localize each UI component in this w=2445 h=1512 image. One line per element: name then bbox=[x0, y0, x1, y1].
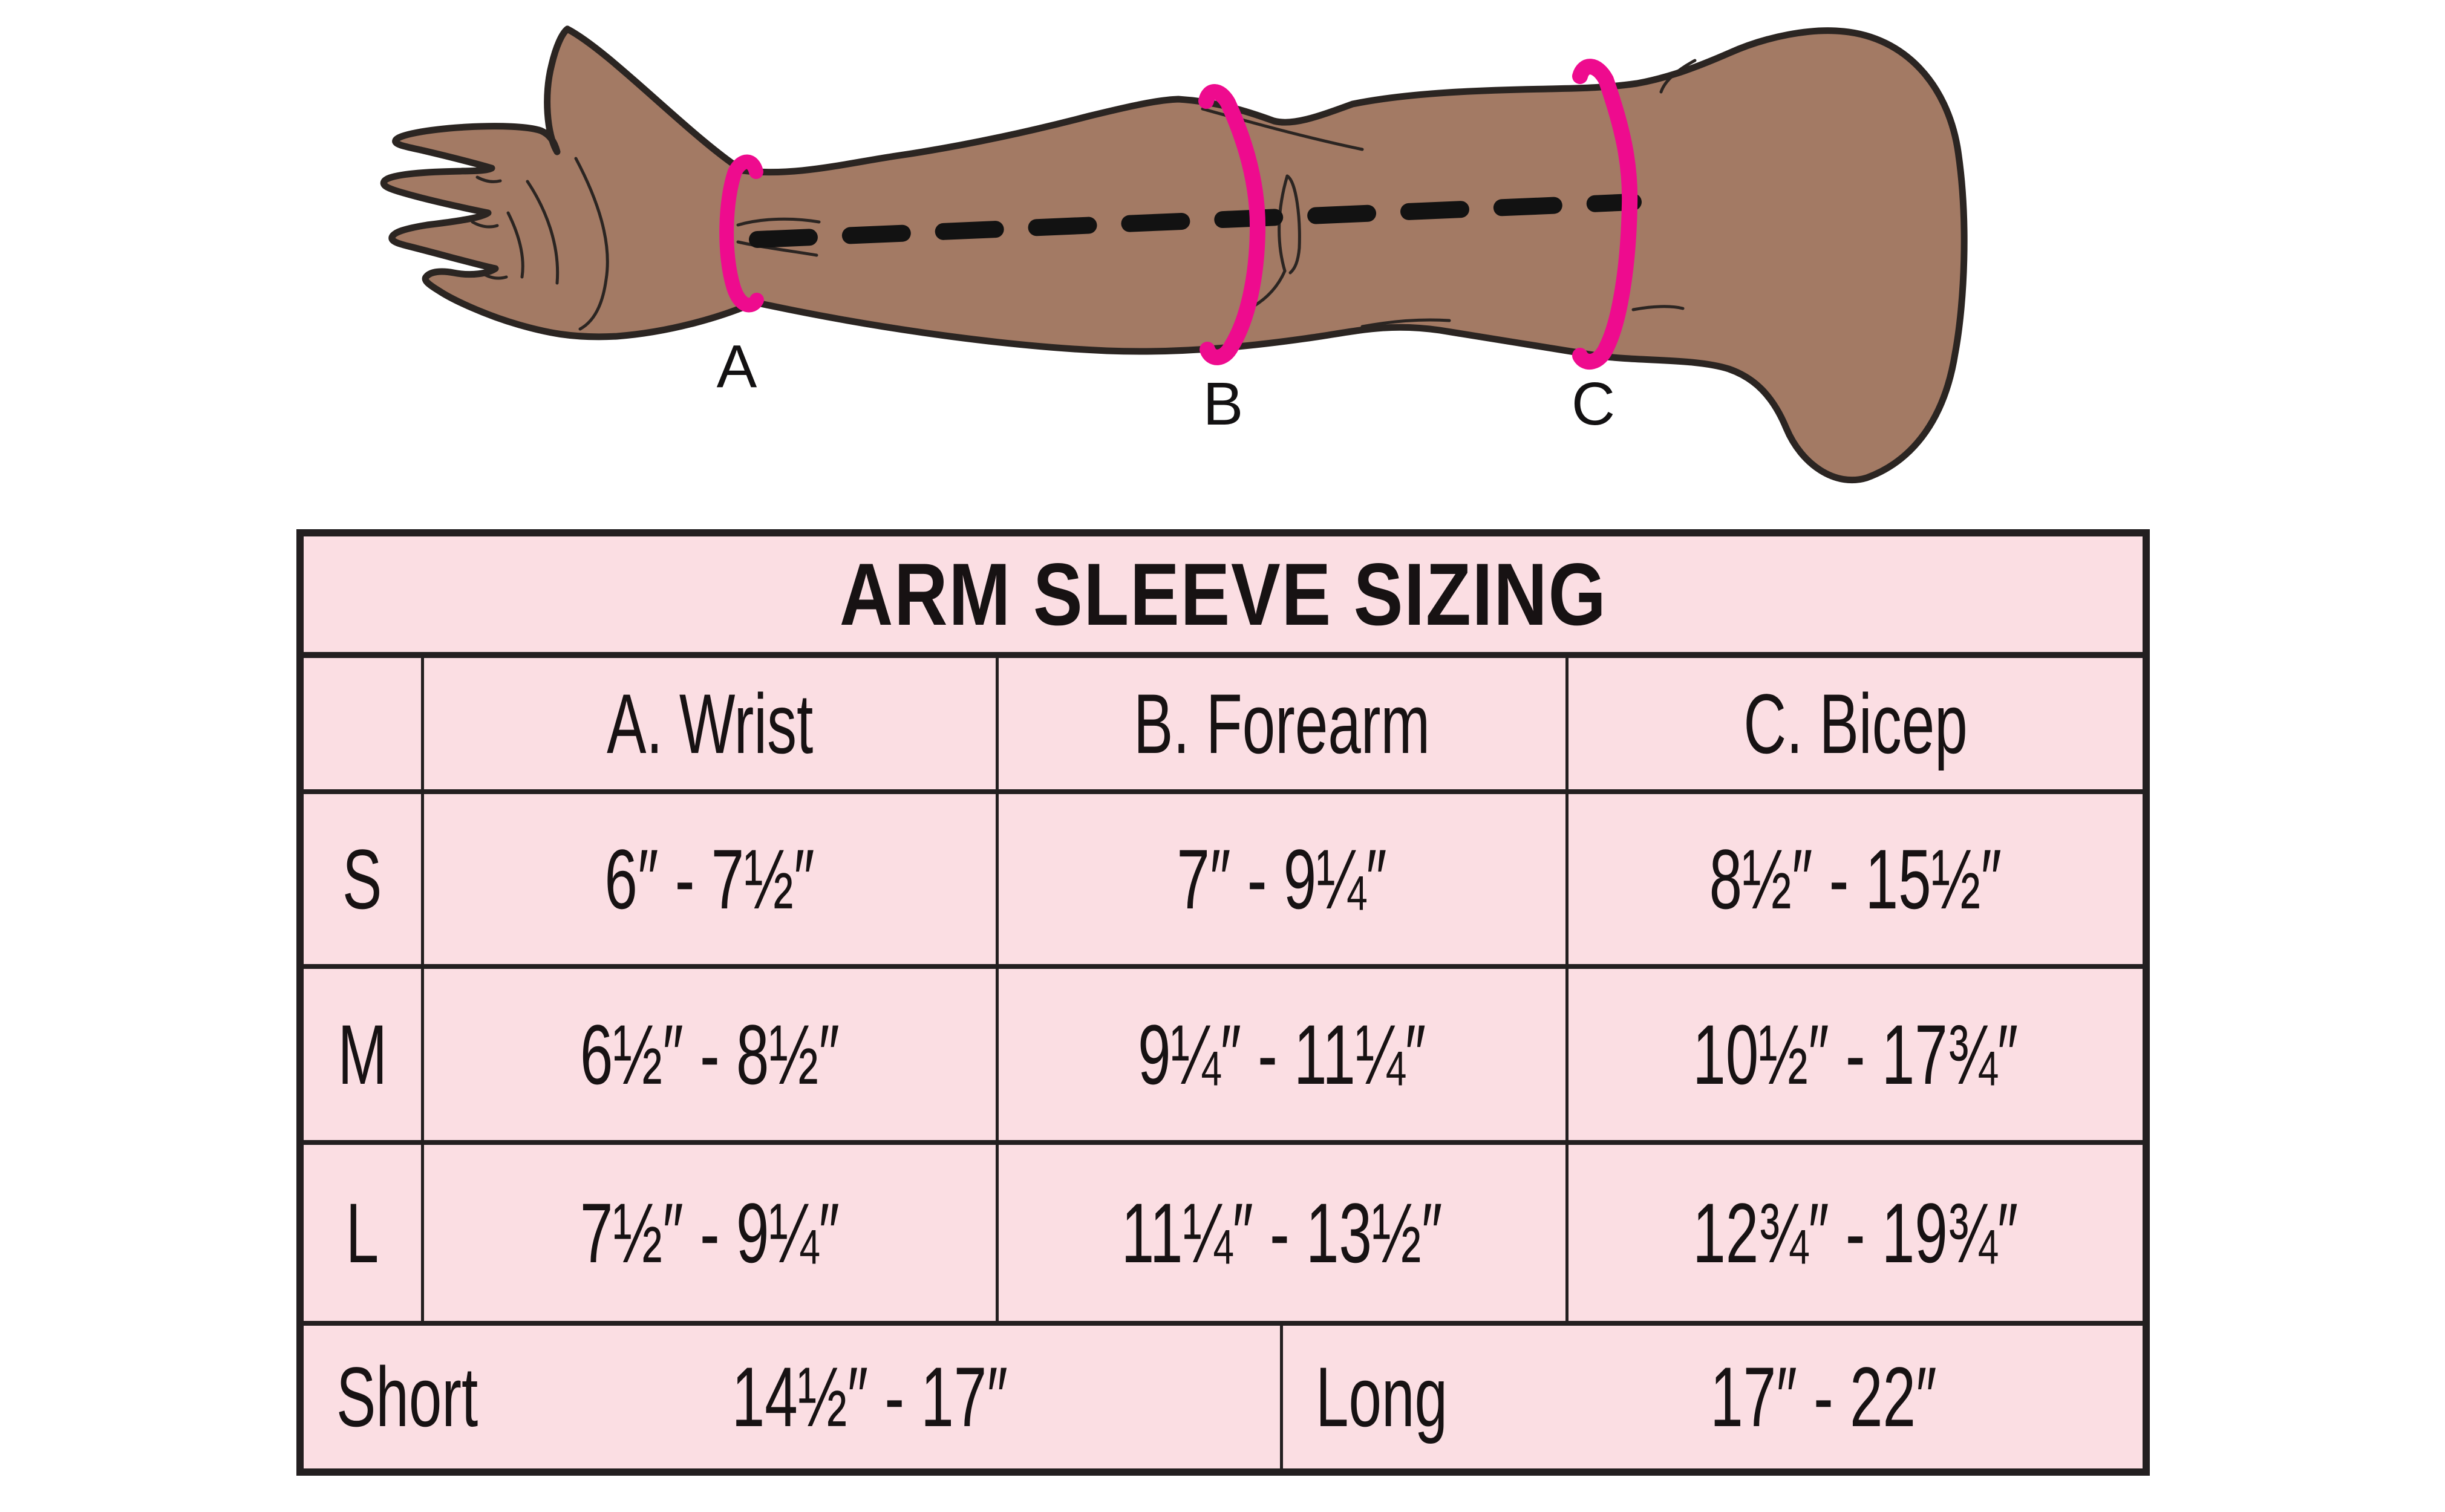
wrist-range: 6½″ - 8½″ bbox=[580, 1006, 840, 1102]
measure-dashed-line bbox=[749, 194, 1642, 248]
wrist-range-cell: 7½″ - 9¼″ bbox=[421, 1145, 996, 1326]
table-row-medium: M 6½″ - 8½″ 9¼″ - 11¼″ 10½″ - 17¾″ bbox=[304, 969, 2143, 1145]
bicep-range: 12¾″ - 19¾″ bbox=[1693, 1185, 2019, 1280]
header-label-forearm: B. Forearm bbox=[1134, 676, 1431, 771]
size-cell: M bbox=[304, 969, 421, 1145]
forearm-range: 7″ - 9¼″ bbox=[1177, 831, 1388, 927]
short-range: 14½″ - 17″ bbox=[732, 1349, 1008, 1444]
table-title: ARM SLEEVE SIZING bbox=[839, 544, 1607, 644]
long-range: 17″ - 22″ bbox=[1709, 1349, 1937, 1444]
skin-crease-lines bbox=[471, 59, 1697, 331]
size-label: L bbox=[345, 1185, 379, 1280]
short-label: Short bbox=[336, 1349, 478, 1444]
size-label: M bbox=[338, 1006, 387, 1102]
short-length-cell: Short 14½″ - 17″ bbox=[304, 1326, 1280, 1468]
header-cell-empty bbox=[304, 658, 421, 794]
size-label: S bbox=[342, 831, 382, 927]
table-title-row: ARM SLEEVE SIZING bbox=[304, 536, 2143, 658]
forearm-range-cell: 11¼″ - 13½″ bbox=[996, 1145, 1565, 1326]
bicep-range: 10½″ - 17¾″ bbox=[1693, 1006, 2019, 1102]
table-row-large: L 7½″ - 9¼″ 11¼″ - 13½″ 12¾″ - 19¾″ bbox=[304, 1145, 2143, 1326]
bicep-range-cell: 10½″ - 17¾″ bbox=[1565, 969, 2143, 1145]
forearm-range: 9¼″ - 11¼″ bbox=[1138, 1006, 1426, 1102]
size-cell: S bbox=[304, 794, 421, 969]
bicep-label-c: C bbox=[1572, 370, 1615, 438]
bicep-range-cell: 8½″ - 15½″ bbox=[1565, 794, 2143, 969]
header-cell-forearm: B. Forearm bbox=[996, 658, 1565, 794]
forearm-label-b: B bbox=[1203, 370, 1244, 438]
wrist-band-a bbox=[719, 154, 764, 313]
table-header-row: A. Wrist B. Forearm C. Bicep bbox=[304, 658, 2143, 794]
wrist-label-a: A bbox=[717, 333, 757, 400]
wrist-range-cell: 6″ - 7½″ bbox=[421, 794, 996, 969]
header-cell-bicep: C. Bicep bbox=[1565, 658, 2143, 794]
wrist-range: 6″ - 7½″ bbox=[604, 831, 815, 927]
long-length-cell: Long 17″ - 22″ bbox=[1280, 1326, 2143, 1468]
size-cell: L bbox=[304, 1145, 421, 1326]
long-label: Long bbox=[1316, 1349, 1448, 1444]
bicep-range: 8½″ - 15½″ bbox=[1709, 831, 2002, 927]
header-label-bicep: C. Bicep bbox=[1743, 676, 1968, 771]
table-row-small: S 6″ - 7½″ 7″ - 9¼″ 8½″ - 15½″ bbox=[304, 794, 2143, 969]
forearm-range-cell: 7″ - 9¼″ bbox=[996, 794, 1565, 969]
header-label-wrist: A. Wrist bbox=[606, 676, 814, 771]
forearm-band-b bbox=[1198, 84, 1266, 365]
forearm-range-cell: 9¼″ - 11¼″ bbox=[996, 969, 1565, 1145]
sizing-table: ARM SLEEVE SIZING A. Wrist B. Forearm C.… bbox=[296, 529, 2150, 1476]
wrist-range-cell: 6½″ - 8½″ bbox=[421, 969, 996, 1145]
header-cell-wrist: A. Wrist bbox=[421, 658, 996, 794]
arm-illustration: A B C bbox=[380, 25, 1968, 484]
wrist-range: 7½″ - 9¼″ bbox=[580, 1185, 840, 1280]
arm-silhouette bbox=[380, 25, 1968, 484]
sleeve-length-row: Short 14½″ - 17″ Long 17″ - 22″ bbox=[304, 1326, 2143, 1468]
forearm-range: 11¼″ - 13½″ bbox=[1121, 1185, 1443, 1280]
bicep-band-c bbox=[1572, 59, 1638, 370]
bicep-range-cell: 12¾″ - 19¾″ bbox=[1565, 1145, 2143, 1326]
